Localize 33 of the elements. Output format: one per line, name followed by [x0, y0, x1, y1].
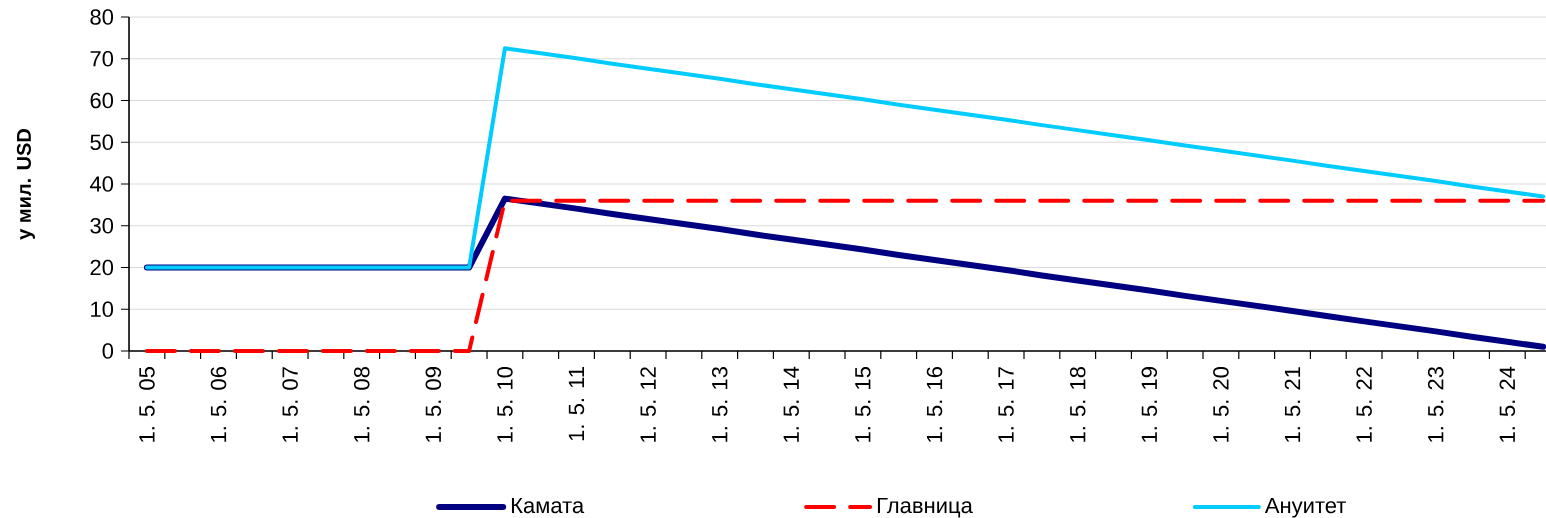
x-tick-label: 1. 5. 12	[640, 367, 656, 442]
x-tick-label: 1. 5. 15	[855, 367, 871, 442]
legend-label: Камата	[511, 497, 585, 514]
y-tick-label: 80	[90, 9, 114, 25]
legend-label: Главница	[877, 497, 973, 518]
x-tick-label: 1. 5. 10	[497, 366, 513, 442]
y-tick-label: 30	[90, 217, 114, 234]
x-tick-label: 1. 5. 05	[139, 367, 155, 442]
y-tick-label: 50	[90, 134, 114, 151]
x-tick-label: 1. 5. 11	[568, 367, 585, 441]
x-tick-label: 1. 5. 21	[1284, 367, 1301, 442]
x-tick-label: 1. 5. 07	[282, 367, 298, 442]
y-tick-label: 70	[90, 50, 114, 67]
x-tick-label: 1. 5. 14	[783, 366, 799, 442]
x-tick-label: 1. 5. 09	[425, 367, 442, 442]
x-tick-label: 1. 5. 17	[998, 367, 1014, 442]
y-tick-label: 40	[89, 176, 114, 192]
x-tick-label: 1. 5. 13	[711, 367, 728, 442]
x-tick-label: 1. 5. 06	[210, 367, 227, 442]
y-tick-label: 10	[91, 301, 114, 318]
x-tick-label: 1. 5. 22	[1356, 367, 1372, 442]
y-axis-title: у мил. USD	[16, 129, 35, 240]
x-tick-label: 1. 5. 23	[1427, 367, 1444, 442]
y-tick-label: 0	[102, 343, 114, 359]
y-tick-label: 60	[90, 92, 114, 109]
x-tick-label: 1. 5. 20	[1213, 366, 1229, 442]
x-tick-label: 1. 5. 18	[1069, 367, 1086, 442]
x-tick-label: 1. 5. 24	[1499, 366, 1516, 442]
legend-label: Ануитет	[1264, 497, 1346, 518]
x-tick-label: 1. 5. 16	[926, 367, 943, 442]
y-tick-label: 20	[90, 259, 114, 276]
x-tick-label: 1. 5. 19	[1141, 367, 1158, 442]
x-tick-label: 1. 5. 08	[353, 367, 370, 442]
